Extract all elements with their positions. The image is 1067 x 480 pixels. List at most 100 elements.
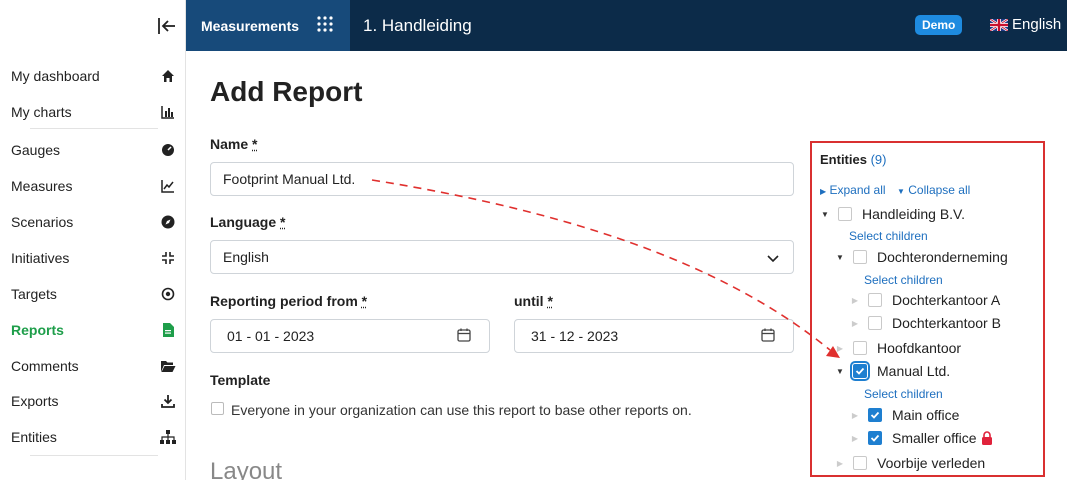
calendar-icon[interactable] bbox=[457, 328, 473, 344]
nav-item-reports[interactable]: Reports bbox=[11, 319, 176, 341]
nav-item-comments[interactable]: Comments bbox=[11, 355, 176, 377]
lock-icon bbox=[981, 431, 993, 445]
entities-title: Entities (9) bbox=[820, 152, 886, 167]
caret-down-icon[interactable]: ▼ bbox=[836, 252, 844, 262]
nav-item-initiatives[interactable]: Initiatives bbox=[11, 247, 176, 269]
collapse-sidebar-icon[interactable] bbox=[155, 15, 179, 37]
name-input[interactable]: Footprint Manual Ltd. bbox=[210, 162, 794, 196]
entity-label: Dochteronderneming bbox=[877, 249, 1008, 265]
entity-checkbox[interactable] bbox=[853, 250, 867, 264]
nav-label: Exports bbox=[11, 393, 59, 409]
collapse-all-text: Collapse all bbox=[908, 183, 971, 197]
entity-label: Main office bbox=[892, 407, 960, 423]
entity-checkbox[interactable] bbox=[853, 341, 867, 355]
required-mark: * bbox=[547, 293, 553, 309]
line-chart-icon bbox=[160, 178, 176, 194]
until-label-text: until bbox=[514, 293, 544, 309]
name-label: Name * bbox=[210, 136, 257, 152]
compress-icon bbox=[160, 250, 176, 266]
language-label: Language * bbox=[210, 214, 285, 230]
compass-icon bbox=[160, 214, 176, 230]
caret-right-icon: ▶ bbox=[836, 343, 844, 353]
period-from-value: 01 - 01 - 2023 bbox=[227, 328, 315, 344]
entities-count: (9) bbox=[870, 152, 887, 167]
entity-checkbox-checked[interactable] bbox=[868, 431, 882, 445]
entity-label: Handleiding B.V. bbox=[862, 206, 966, 222]
period-from-date-input[interactable]: 01 - 01 - 2023 bbox=[210, 319, 490, 353]
tree-item-dochterkantoor-b[interactable]: ▶ Dochterkantoor B bbox=[850, 313, 1001, 333]
template-checkbox[interactable] bbox=[211, 402, 224, 415]
nav-label: Reports bbox=[11, 322, 64, 338]
calendar-icon[interactable] bbox=[761, 328, 777, 344]
entity-label: Dochterkantoor A bbox=[892, 292, 1001, 308]
name-input-value: Footprint Manual Ltd. bbox=[223, 171, 356, 187]
organization-title[interactable]: 1. Handleiding bbox=[363, 16, 472, 35]
gauge-icon bbox=[160, 142, 176, 158]
expand-all-link[interactable]: ▶ Expand all bbox=[820, 183, 886, 197]
caret-down-icon[interactable]: ▼ bbox=[836, 366, 844, 376]
entity-checkbox[interactable] bbox=[868, 293, 882, 307]
download-icon bbox=[160, 393, 176, 409]
nav-item-my-charts[interactable]: My charts bbox=[11, 101, 176, 123]
language-switcher[interactable]: English bbox=[990, 16, 1061, 33]
tree-item-voorbije-verleden[interactable]: ▶ Voorbije verleden bbox=[835, 453, 985, 473]
template-description: Everyone in your organization can use th… bbox=[231, 402, 692, 418]
nav-item-my-dashboard[interactable]: My dashboard bbox=[11, 65, 176, 87]
until-label: until * bbox=[514, 293, 553, 309]
caret-right-icon: ▶ bbox=[851, 295, 859, 305]
tree-item-manual-ltd[interactable]: ▼ Manual Ltd. bbox=[835, 361, 950, 381]
required-mark: * bbox=[361, 293, 368, 309]
tree-item-main-office[interactable]: ▶ Main office bbox=[850, 405, 960, 425]
language-label-text: Language bbox=[210, 214, 277, 230]
language-select-value: English bbox=[223, 249, 269, 265]
entity-checkbox[interactable] bbox=[853, 456, 867, 470]
tree-item-smaller-office[interactable]: ▶ Smaller office bbox=[850, 428, 993, 448]
home-icon bbox=[160, 68, 176, 84]
nav-divider bbox=[30, 128, 158, 129]
nav-label: My dashboard bbox=[11, 68, 100, 84]
target-icon bbox=[160, 286, 176, 302]
folder-open-icon bbox=[160, 358, 176, 374]
tree-item-handleiding[interactable]: ▼ Handleiding B.V. bbox=[820, 204, 965, 224]
uk-flag-icon bbox=[990, 18, 1008, 31]
period-from-label: Reporting period from * bbox=[210, 293, 367, 309]
entity-checkbox[interactable] bbox=[868, 316, 882, 330]
collapse-all-link[interactable]: ▼ Collapse all bbox=[897, 183, 970, 197]
select-children-link[interactable]: Select children bbox=[864, 387, 943, 401]
nav-item-exports[interactable]: Exports bbox=[11, 390, 176, 412]
tree-item-hoofdkantoor[interactable]: ▶ Hoofdkantoor bbox=[835, 338, 961, 358]
entity-checkbox-checked[interactable] bbox=[868, 408, 882, 422]
until-value: 31 - 12 - 2023 bbox=[531, 328, 619, 344]
nav-item-gauges[interactable]: Gauges bbox=[11, 139, 176, 161]
tree-item-dochteronderneming[interactable]: ▼ Dochteronderneming bbox=[835, 247, 1008, 267]
nav-item-measures[interactable]: Measures bbox=[11, 175, 176, 197]
entities-panel: Entities (9) ▶ Expand all ▼ Collapse all… bbox=[810, 141, 1045, 477]
entity-label: Hoofdkantoor bbox=[877, 340, 962, 356]
language-label: English bbox=[1012, 16, 1062, 33]
name-label-text: Name bbox=[210, 136, 249, 152]
select-children-link[interactable]: Select children bbox=[849, 229, 928, 243]
entity-checkbox[interactable] bbox=[838, 207, 852, 221]
entity-checkbox-checked[interactable] bbox=[850, 361, 870, 381]
sidebar: My dashboard My charts Gauges Measures S… bbox=[0, 0, 186, 480]
template-label: Template bbox=[210, 372, 271, 388]
nav-item-entities[interactable]: Entities bbox=[11, 426, 176, 448]
nav-item-scenarios[interactable]: Scenarios bbox=[11, 211, 176, 233]
select-children-link[interactable]: Select children bbox=[864, 273, 943, 287]
entity-label: Voorbije verleden bbox=[877, 455, 986, 471]
entities-title-text: Entities bbox=[820, 152, 867, 167]
nav-label: Comments bbox=[11, 358, 79, 374]
language-select[interactable]: English bbox=[210, 240, 794, 274]
caret-right-icon: ▶ bbox=[851, 410, 859, 420]
caret-right-icon: ▶ bbox=[836, 458, 844, 468]
until-date-input[interactable]: 31 - 12 - 2023 bbox=[514, 319, 794, 353]
entity-label: Manual Ltd. bbox=[877, 363, 951, 379]
required-mark: * bbox=[280, 214, 286, 230]
bar-chart-icon bbox=[160, 104, 176, 120]
report-icon bbox=[160, 322, 176, 338]
tree-item-dochterkantoor-a[interactable]: ▶ Dochterkantoor A bbox=[850, 290, 1000, 310]
nav-item-targets[interactable]: Targets bbox=[11, 283, 176, 305]
caret-down-icon[interactable]: ▼ bbox=[821, 209, 829, 219]
grid-menu-icon[interactable] bbox=[317, 16, 333, 32]
module-switcher[interactable]: Measurements bbox=[186, 0, 350, 51]
